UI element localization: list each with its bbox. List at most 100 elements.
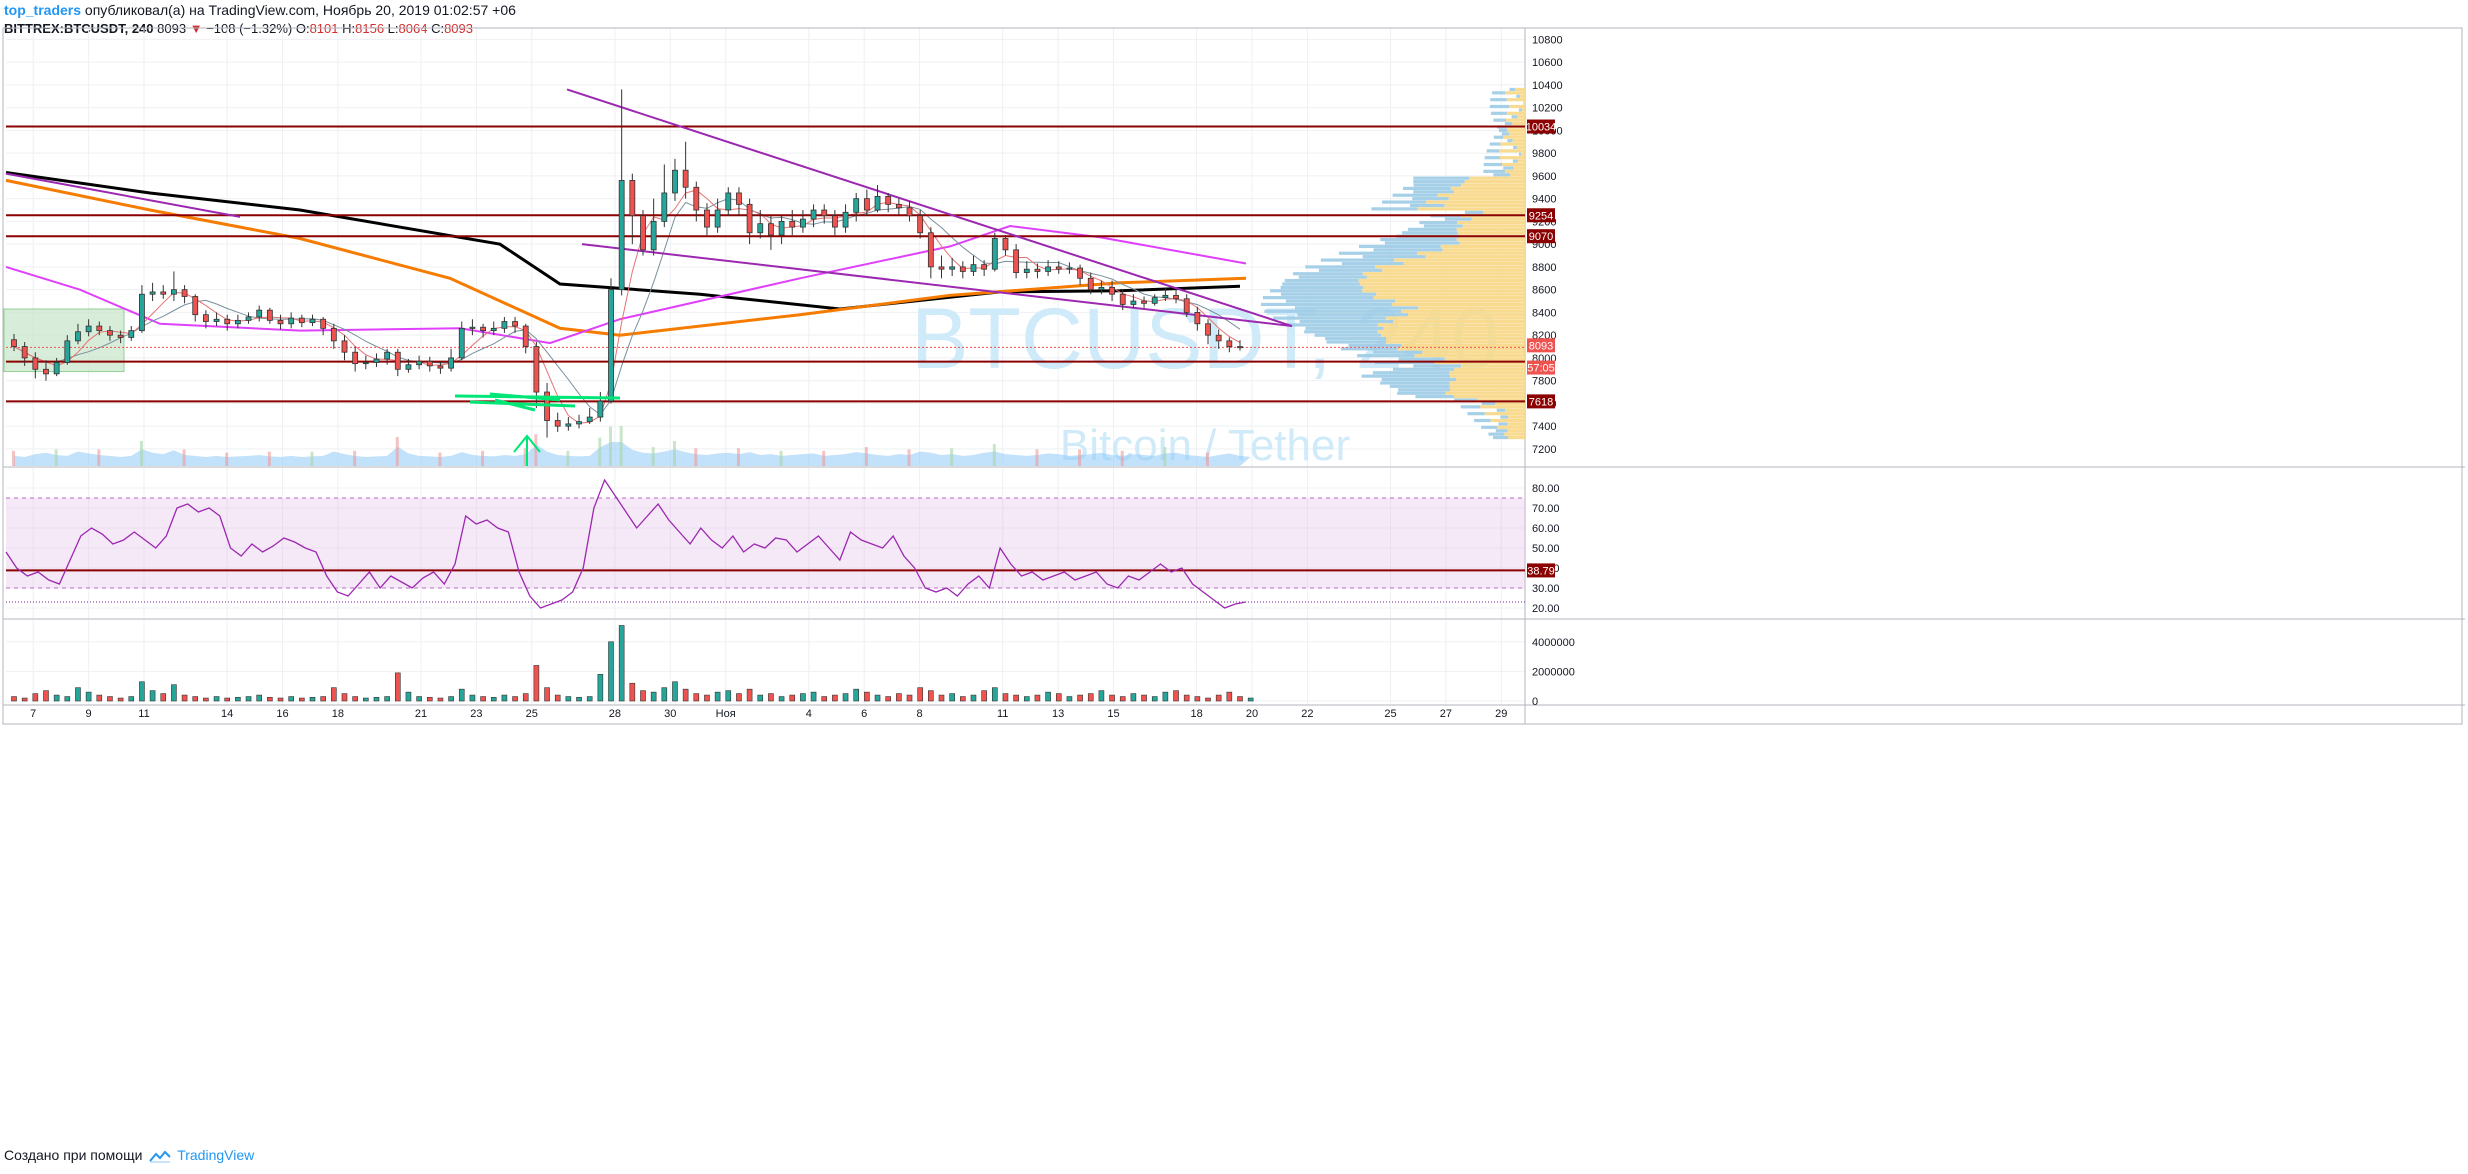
vp-down-bar: [1372, 371, 1450, 375]
candle-down: [192, 296, 199, 316]
vp-down-bar: [1273, 316, 1387, 320]
vp-down-bar: [1338, 251, 1418, 255]
vp-up-bar: [1490, 418, 1525, 423]
vp-up-bar: [1516, 145, 1525, 150]
volume-bar: [1226, 691, 1233, 702]
candle-up: [650, 221, 657, 251]
vp-up-bar: [1376, 292, 1525, 296]
vp-up-bar: [1363, 285, 1525, 289]
vp-down-bar: [1413, 183, 1461, 187]
candle-up: [565, 423, 572, 427]
sma-grey-line: [13, 198, 1241, 416]
vp-down-bar: [1467, 412, 1485, 416]
vp-down-bar: [1358, 244, 1441, 249]
vp-down-bar: [1490, 111, 1507, 115]
candle-up: [458, 327, 465, 359]
candle-down: [789, 221, 796, 228]
published-text: опубликовал(а) на TradingView.com, Ноябр…: [84, 2, 516, 18]
vp-down-bar: [1484, 156, 1501, 160]
candle-up: [810, 209, 817, 220]
vp-up-bar: [1480, 405, 1525, 409]
vp-up-bar: [1506, 98, 1525, 102]
vp-up-bar: [1457, 231, 1525, 235]
volume-bar: [490, 696, 497, 702]
candle-down: [640, 215, 646, 251]
vp-down-bar: [1511, 115, 1518, 119]
vp-down-bar: [1523, 101, 1525, 105]
time-tick-label: 11: [997, 708, 1008, 720]
author-link[interactable]: top_traders: [4, 2, 82, 18]
trendline-trend_lower: [581, 243, 1293, 328]
volume-bar: [192, 696, 199, 702]
volume-overlay-bar: [1078, 449, 1082, 466]
candle-down: [1077, 267, 1083, 279]
candle-up: [64, 340, 71, 363]
vp-down-bar: [1474, 418, 1491, 423]
time-tick-label: 13: [1052, 708, 1064, 720]
tradingview-link[interactable]: TradingView: [177, 1147, 255, 1163]
vp-up-bar: [1386, 340, 1525, 344]
vp-up-bar: [1495, 401, 1525, 406]
time-tick-label: 30: [664, 708, 676, 720]
vp-down-bar: [1305, 265, 1376, 269]
volume-bar: [576, 696, 582, 702]
volume-bar: [693, 693, 700, 702]
volume-overlay-bar: [992, 444, 996, 466]
vp-down-bar: [1493, 435, 1509, 440]
volume-bar: [1109, 694, 1115, 702]
vp-up-bar: [1517, 115, 1525, 119]
level-tag-bg: [1527, 119, 1555, 134]
candle-down: [768, 223, 774, 236]
volume-bar: [1194, 696, 1201, 702]
vp-up-bar: [1477, 398, 1525, 402]
vp-down-bar: [1407, 227, 1457, 231]
candle-down: [938, 266, 945, 270]
vp-up-bar: [1449, 384, 1525, 388]
candle-down: [831, 215, 838, 228]
volume-bar: [704, 694, 710, 702]
volume-bar: [608, 641, 614, 702]
candle-down: [533, 346, 540, 393]
volume-bar: [1066, 696, 1073, 702]
volume-bar: [1141, 694, 1147, 702]
volume-area: [14, 442, 1251, 466]
vp-up-bar: [1515, 87, 1525, 92]
time-tick-label: 11: [138, 708, 149, 720]
candle-up: [970, 264, 977, 272]
candle-down: [96, 325, 103, 332]
volume-bar: [341, 693, 348, 702]
price-tick-label: 8600: [1532, 285, 1556, 297]
vp-up-bar: [1450, 186, 1525, 191]
candle-up: [309, 318, 316, 324]
candle-up: [757, 223, 764, 234]
chart-canvas[interactable]: BTCUSDT, 240 Bitcoin / Tether 1080010600…: [0, 0, 2468, 1140]
rsi-line: [5, 478, 1247, 609]
volume-overlay-bar: [1120, 450, 1124, 466]
candle-down: [437, 365, 444, 369]
vp-up-bar: [1391, 302, 1525, 307]
candle-up: [608, 289, 614, 402]
vp-up-bar: [1509, 132, 1525, 136]
candle-down: [160, 291, 167, 295]
vp-down-bar: [1488, 432, 1505, 436]
vp-up-bar: [1386, 336, 1525, 341]
last-price-tag-bg: [1527, 338, 1555, 353]
price-tick-label: 9800: [1532, 148, 1556, 160]
horizontal-levels: [6, 125, 1525, 403]
vp-down-bar: [1489, 142, 1501, 146]
vp-down-bar: [1495, 429, 1508, 433]
volume-bar: [107, 696, 113, 702]
candle-down: [1237, 346, 1243, 349]
candle-up: [778, 221, 785, 236]
vp-up-bar: [1408, 313, 1525, 317]
candle-up: [256, 309, 263, 318]
volume-bar: [171, 684, 177, 702]
price-tick-label: 7200: [1532, 444, 1556, 456]
volume-bar: [1237, 696, 1243, 702]
volume-overlay-bar: [950, 448, 954, 466]
volume-bar: [1162, 691, 1169, 702]
volume-overlay-bar: [395, 437, 399, 466]
vp-down-bar: [1392, 193, 1438, 197]
vp-up-bar: [1505, 408, 1525, 412]
candle-up: [53, 362, 60, 375]
